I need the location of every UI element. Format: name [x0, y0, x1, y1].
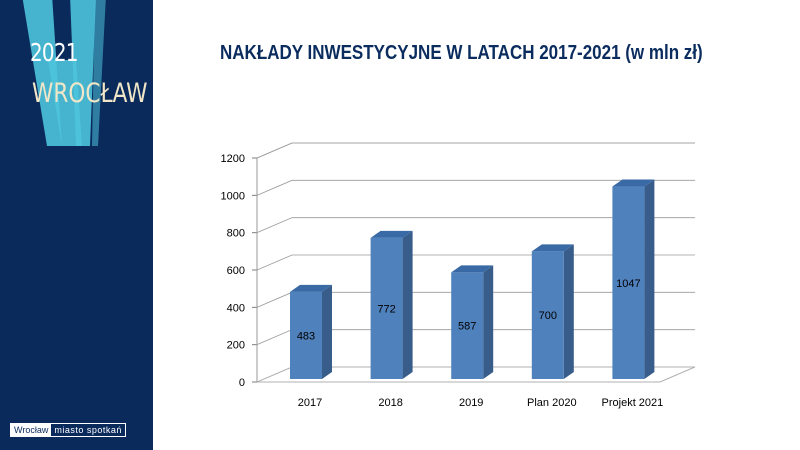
bar-chart: 0 200 400 600 800 1000 1200 483 772 587 700 1047 2… [221, 142, 696, 409]
back-wall-top [256, 142, 695, 159]
bar: 1047 [612, 179, 655, 379]
bar-side [563, 244, 574, 379]
y-tick-label: 400 [227, 302, 245, 314]
bar: 772 [370, 230, 413, 379]
bar-front [370, 237, 403, 379]
x-axis-ticks: 2017 2018 2019 Plan 2020 Projekt 2021 [298, 397, 664, 409]
x-tick-label: Projekt 2021 [602, 397, 664, 409]
bar-side [483, 265, 494, 379]
bar-front [451, 272, 484, 379]
chart-bars: 483 772 587 700 1047 [290, 179, 655, 379]
y-tick-label: 1000 [221, 190, 245, 202]
sidebar: 2021 WROCŁAW Wrocław miasto spotkań [0, 0, 153, 450]
x-tick-label: 2017 [298, 397, 322, 409]
x-tick-label: 2018 [378, 397, 402, 409]
y-tick-label: 800 [227, 228, 245, 240]
city-label: WROCŁAW [32, 78, 148, 109]
city-tagline: Wrocław miasto spotkań [10, 423, 126, 437]
bar: 483 [290, 284, 332, 379]
bar: 587 [451, 265, 494, 379]
x-tick-label: Plan 2020 [527, 397, 577, 409]
y-tick-label: 1200 [221, 153, 245, 165]
bar-top [290, 284, 332, 292]
chart-title: NAKŁADY INWESTYCYJNE W LATACH 2017-2021 … [220, 42, 703, 64]
gridline [256, 142, 695, 159]
w-logo-icon [22, 0, 106, 146]
bar-top [531, 244, 574, 252]
data-label: 700 [539, 310, 557, 322]
x-tick-label: 2019 [459, 397, 483, 409]
bar-front [612, 186, 645, 379]
gridline [256, 217, 695, 234]
data-label: 1047 [616, 278, 640, 290]
gridline [256, 179, 695, 196]
data-label: 772 [377, 303, 395, 315]
y-tick-label: 200 [227, 340, 245, 352]
tagline-city: Wrocław [11, 424, 52, 436]
bar-top [612, 179, 655, 187]
bar-front [290, 291, 322, 379]
bar-top [451, 265, 494, 273]
y-axis-ticks: 0 200 400 600 800 1000 1200 [221, 153, 245, 389]
bar-front [531, 251, 564, 379]
data-label: 587 [458, 321, 476, 333]
y-tick-label: 600 [227, 265, 245, 277]
bar-side [322, 284, 332, 379]
bar: 700 [531, 244, 574, 379]
tagline-slogan: miasto spotkań [54, 425, 122, 435]
data-label: 483 [297, 330, 315, 342]
bar-side [644, 179, 655, 379]
bar-top [370, 230, 413, 238]
bar-side [402, 230, 413, 379]
y-tick-label: 0 [239, 377, 245, 389]
year-label: 2021 [30, 38, 78, 67]
